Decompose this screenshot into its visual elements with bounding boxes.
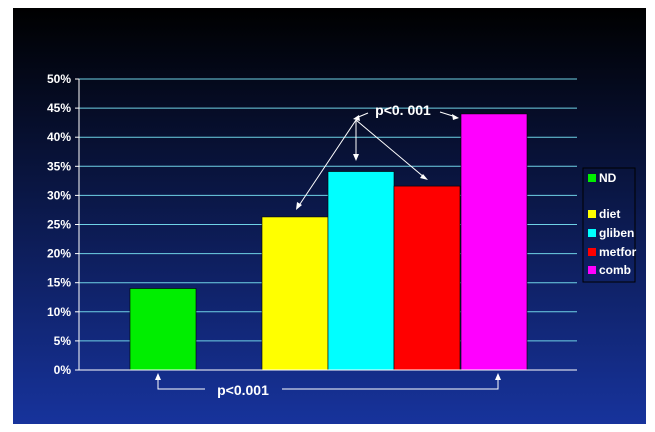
legend-swatch-ND <box>588 174 596 182</box>
legend-label-gliben: gliben <box>599 226 634 240</box>
y-tick-label: 10% <box>47 305 71 319</box>
legend-label-comb: comb <box>599 263 631 277</box>
annotation-lower-arrowheads <box>155 373 501 380</box>
y-tick-label: 45% <box>47 101 71 115</box>
y-axis-tick-labels: 0% 5% 10% 15% 20% 25% 30% 35% 40% 45% 50% <box>47 72 71 377</box>
legend-swatch-diet <box>588 210 596 218</box>
legend-swatch-gliben <box>588 229 596 237</box>
y-tick-label: 35% <box>47 159 71 173</box>
annotation-lower <box>157 376 499 390</box>
legend-swatch-metfor <box>588 248 596 256</box>
y-tick-label: 40% <box>47 130 71 144</box>
legend-label-ND: ND <box>599 171 617 185</box>
bars <box>129 113 528 371</box>
y-tick-label: 5% <box>54 334 72 348</box>
bar-diet <box>261 216 329 371</box>
annotation-lower-label: p<0.001 <box>217 382 269 398</box>
y-tick-label: 25% <box>47 218 71 232</box>
y-tick-label: 20% <box>47 247 71 261</box>
legend: ND diet gliben metfor comb <box>582 167 637 283</box>
legend-box <box>582 167 636 283</box>
y-tick-label: 50% <box>47 72 71 86</box>
bar-comb <box>460 113 528 371</box>
legend-label-metfor: metfor <box>599 245 637 259</box>
legend-swatch-comb <box>588 266 596 274</box>
annotation-upper <box>297 111 457 208</box>
y-tick-label: 30% <box>47 188 71 202</box>
bar-metfor <box>393 185 461 371</box>
bar-ND <box>129 288 197 371</box>
annotation-upper-label: p<0. 001 <box>375 102 431 118</box>
legend-label-diet: diet <box>599 207 620 221</box>
bar-gliben <box>327 171 395 371</box>
y-tick-label: 0% <box>54 363 72 377</box>
y-tick-label: 15% <box>47 276 71 290</box>
annotation-upper-arrowheads <box>296 114 459 210</box>
